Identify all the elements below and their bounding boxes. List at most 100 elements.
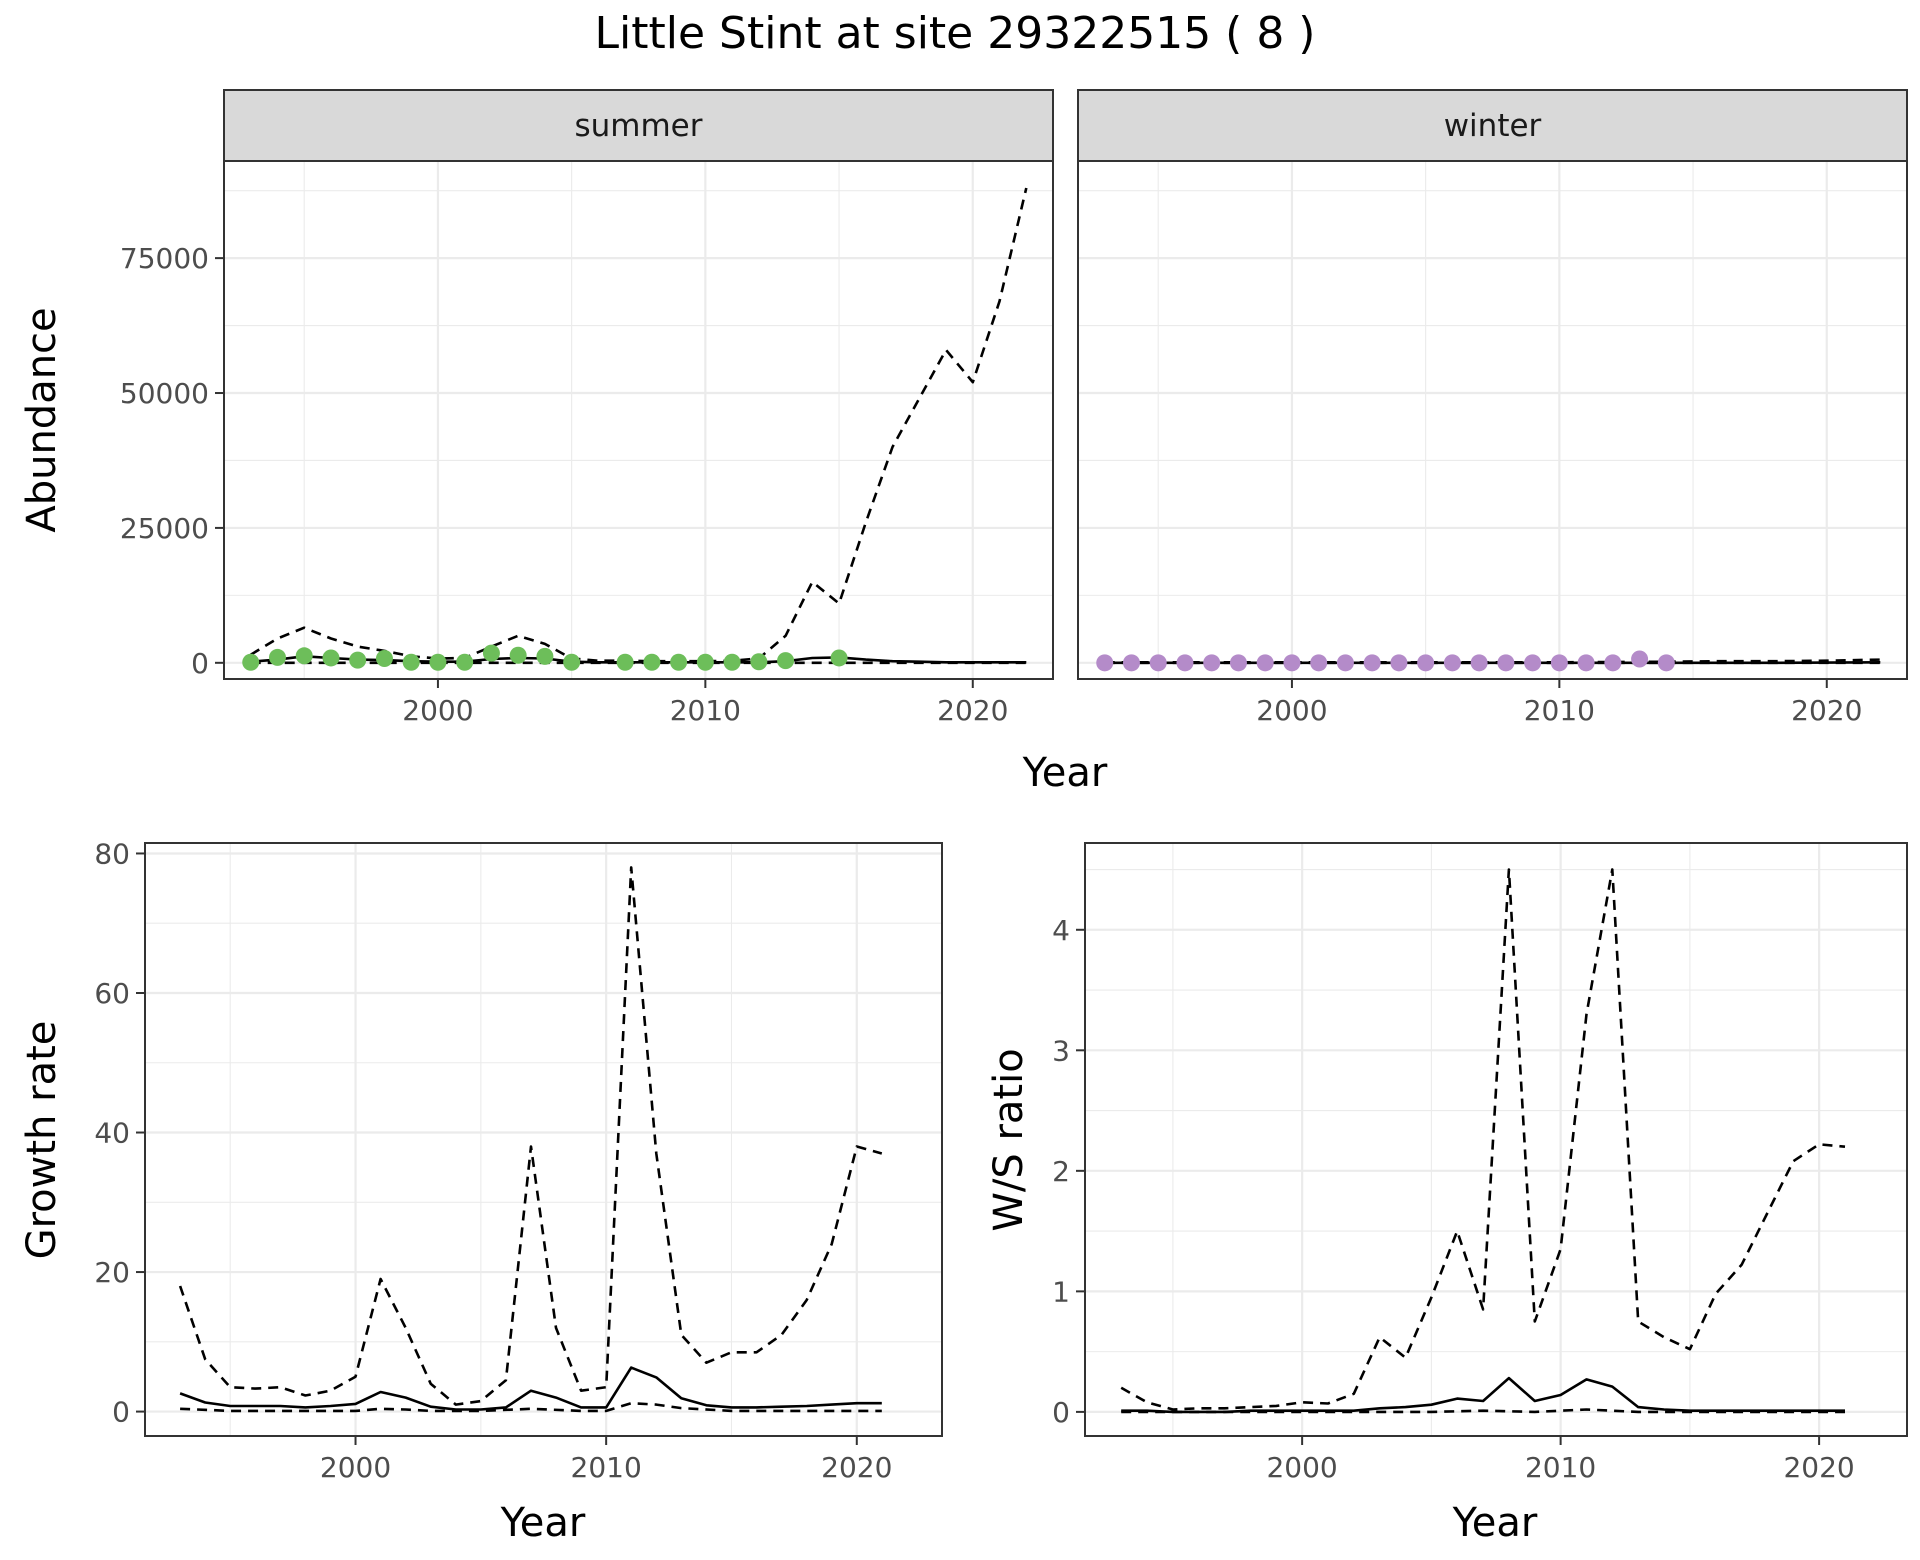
series-lines-ws <box>1120 868 1846 1414</box>
summer-observed-point <box>563 653 581 671</box>
strip-winter <box>1077 89 1908 162</box>
grid-growth <box>145 843 942 1436</box>
y-tick-label-abundance: 50000 <box>120 377 209 410</box>
winter-observed-point <box>1283 654 1301 672</box>
y-tick-label-ws: 3 <box>1052 1034 1070 1067</box>
panel-border-summer <box>223 160 1054 680</box>
y-tick-label-abundance: 25000 <box>120 512 209 545</box>
x-tick-label: 2010 <box>1525 1451 1596 1484</box>
winter-observed-point <box>1363 654 1381 672</box>
winter-observed-point <box>1604 654 1622 672</box>
panel-growth-rate: 0 20 40 60 80 2000 2010 2020 <box>94 837 943 1484</box>
summer-observed-point <box>375 649 393 667</box>
summer-observed-point <box>750 653 768 671</box>
summer-observed-point <box>536 647 554 665</box>
y-axis-title-growth: Growth rate <box>19 1021 65 1260</box>
summer-observed-point <box>456 653 474 671</box>
x-tick-label: 2010 <box>1524 694 1595 727</box>
winter-observed-point <box>1310 654 1328 672</box>
winter-observed-point <box>1497 654 1515 672</box>
y-axis-title-ws: W/S ratio <box>986 1048 1032 1231</box>
x-axis-title-growth: Year <box>500 1500 586 1546</box>
x-tick-label: 2000 <box>402 694 473 727</box>
summer-observed-point <box>777 652 795 670</box>
x-tick-label: 2000 <box>1256 694 1327 727</box>
winter-observed-point <box>1122 654 1140 672</box>
chart-title: Little Stint at site 29322515 ( 8 ) <box>595 8 1316 59</box>
panel-border-winter <box>1077 160 1908 680</box>
panel-abundance-summer: summer 0 25000 50000 75000 2000 2010 2020 <box>120 89 1054 727</box>
x-tick-label: 2020 <box>937 694 1008 727</box>
summer-observed-point <box>723 653 741 671</box>
growth-estimate-line <box>179 1366 882 1411</box>
panel-border-ws <box>1084 842 1908 1437</box>
strip-label-summer: summer <box>574 108 702 144</box>
summer-upper-bound-line <box>250 187 1028 663</box>
series-lines-growth <box>178 866 883 1413</box>
winter-observed-point <box>1631 650 1649 668</box>
winter-observed-point <box>1550 654 1568 672</box>
y-tick-label-growth: 40 <box>94 1117 130 1150</box>
winter-observed-point <box>1203 654 1221 672</box>
x-tick-label: 2000 <box>320 1451 391 1484</box>
x-tick-label: 2000 <box>1266 1451 1337 1484</box>
x-axis-winter: 2000 2010 2020 <box>1256 679 1862 727</box>
summer-observed-point <box>349 651 367 669</box>
y-tick-label-ws: 2 <box>1052 1155 1070 1188</box>
strip-label-winter: winter <box>1444 108 1542 144</box>
winter-estimate-line <box>1104 661 1881 665</box>
series-lines-winter <box>1104 658 1881 665</box>
winter-observed-point <box>1390 654 1408 672</box>
x-tick-label: 2020 <box>1791 694 1862 727</box>
y-tick-label-ws: 1 <box>1052 1275 1070 1308</box>
y-tick-label-growth: 60 <box>94 977 130 1010</box>
winter-observed-point <box>1096 654 1114 672</box>
summer-observed-point <box>830 649 848 667</box>
summer-observed-point <box>402 653 420 671</box>
x-axis-summer: 2000 2010 2020 <box>402 679 1008 727</box>
grid-ws <box>1085 843 1907 1436</box>
x-axis-title-ws: Year <box>1452 1500 1538 1546</box>
x-tick-label: 2010 <box>571 1451 642 1484</box>
winter-observed-point <box>1256 654 1274 672</box>
winter-observed-point <box>1417 654 1435 672</box>
y-tick-label-growth: 80 <box>94 837 130 870</box>
observed-points-winter <box>1096 650 1675 672</box>
x-axis-title-abundance: Year <box>1022 750 1108 796</box>
strip-summer <box>223 89 1054 162</box>
panel-ws-ratio: 0 1 2 3 4 2000 2010 2020 <box>1052 842 1908 1484</box>
series-group <box>1104 658 1881 665</box>
summer-observed-point <box>268 648 286 666</box>
observed-points-summer <box>242 644 848 671</box>
winter-observed-point <box>1336 654 1354 672</box>
y-axis-growth: 0 20 40 60 80 <box>94 837 145 1429</box>
summer-observed-point <box>616 653 634 671</box>
series-group <box>1120 868 1846 1414</box>
winter-observed-point <box>1229 654 1247 672</box>
ws-ratio-estimate-line <box>1121 1376 1845 1414</box>
y-axis-title-abundance: Abundance <box>19 307 65 532</box>
summer-observed-point <box>482 644 500 662</box>
summer-estimate-line <box>250 655 1027 664</box>
panel-border-growth <box>144 842 943 1437</box>
growth-lower-bound-line <box>180 1401 882 1413</box>
summer-observed-point <box>429 653 447 671</box>
grid-winter <box>1078 161 1907 679</box>
y-tick-label-ws: 0 <box>1052 1396 1070 1429</box>
winter-observed-point <box>1470 654 1488 672</box>
y-axis-ws: 0 1 2 3 4 <box>1052 914 1085 1429</box>
x-tick-label: 2010 <box>670 694 741 727</box>
summer-observed-point <box>295 647 313 665</box>
winter-observed-point <box>1524 654 1542 672</box>
y-tick-label-growth: 0 <box>112 1396 130 1429</box>
grid-summer <box>224 161 1053 679</box>
winter-observed-point <box>1149 654 1167 672</box>
y-tick-label-growth: 20 <box>94 1256 130 1289</box>
x-tick-label: 2020 <box>821 1451 892 1484</box>
y-tick-label-ws: 4 <box>1052 914 1070 947</box>
x-axis-ws: 2000 2010 2020 <box>1266 1436 1855 1484</box>
summer-observed-point <box>322 649 340 667</box>
growth-upper-bound-line <box>178 866 883 1406</box>
summer-observed-point <box>242 653 260 671</box>
